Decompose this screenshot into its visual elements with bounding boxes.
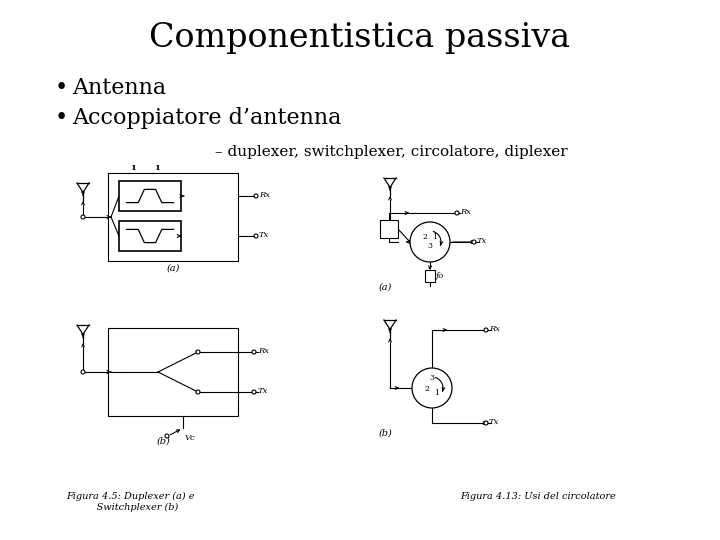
Bar [425, 270, 435, 282]
Text: (b): (b) [156, 437, 170, 446]
Circle shape [412, 368, 452, 408]
Text: Rx: Rx [489, 325, 500, 333]
Text: (a): (a) [378, 283, 392, 292]
Text: Tx: Tx [258, 387, 269, 395]
Circle shape [484, 328, 488, 332]
Bar [108, 173, 238, 261]
Text: Componentistica passiva: Componentistica passiva [150, 22, 570, 54]
Circle shape [410, 222, 450, 262]
Circle shape [81, 370, 85, 374]
Text: Vc: Vc [185, 434, 196, 442]
Circle shape [455, 211, 459, 215]
Text: 2: 2 [422, 233, 427, 241]
Text: •: • [55, 77, 68, 99]
Bar [108, 328, 238, 416]
Text: (a): (a) [166, 264, 180, 273]
Bar [119, 221, 181, 251]
Text: •: • [55, 107, 68, 129]
Text: 3: 3 [429, 374, 434, 382]
Text: Rx: Rx [460, 208, 471, 216]
Circle shape [196, 350, 200, 354]
Text: Rx: Rx [258, 347, 269, 355]
Text: Figura 4.13: Usi del circolatore: Figura 4.13: Usi del circolatore [460, 492, 616, 501]
Text: fo: fo [436, 272, 444, 280]
Circle shape [252, 350, 256, 354]
Text: Tx: Tx [477, 237, 487, 245]
Circle shape [165, 434, 169, 438]
Text: – duplexer, switchplexer, circolatore, diplexer: – duplexer, switchplexer, circolatore, d… [215, 145, 567, 159]
Text: Rx: Rx [259, 191, 270, 199]
Text: 1: 1 [432, 233, 437, 241]
Bar [119, 181, 181, 211]
Text: Figura 4.5: Duplexer (a) e
     Switchplexer (b): Figura 4.5: Duplexer (a) e Switchplexer … [66, 492, 194, 512]
Circle shape [81, 215, 85, 219]
Circle shape [254, 234, 258, 238]
Text: 1: 1 [154, 164, 160, 172]
Text: 3: 3 [427, 242, 432, 250]
Circle shape [254, 194, 258, 198]
Text: (b): (b) [378, 429, 392, 438]
Text: Tx: Tx [259, 231, 269, 239]
Text: Accoppiatore d’antenna: Accoppiatore d’antenna [72, 107, 341, 129]
Circle shape [472, 240, 476, 244]
Text: 1: 1 [434, 389, 439, 397]
Bar [380, 220, 398, 238]
Circle shape [196, 390, 200, 394]
Text: 1: 1 [130, 164, 136, 172]
Circle shape [252, 390, 256, 394]
Text: Tx: Tx [489, 418, 500, 426]
Text: 2: 2 [424, 385, 429, 393]
Text: Antenna: Antenna [72, 77, 166, 99]
Circle shape [484, 421, 488, 425]
